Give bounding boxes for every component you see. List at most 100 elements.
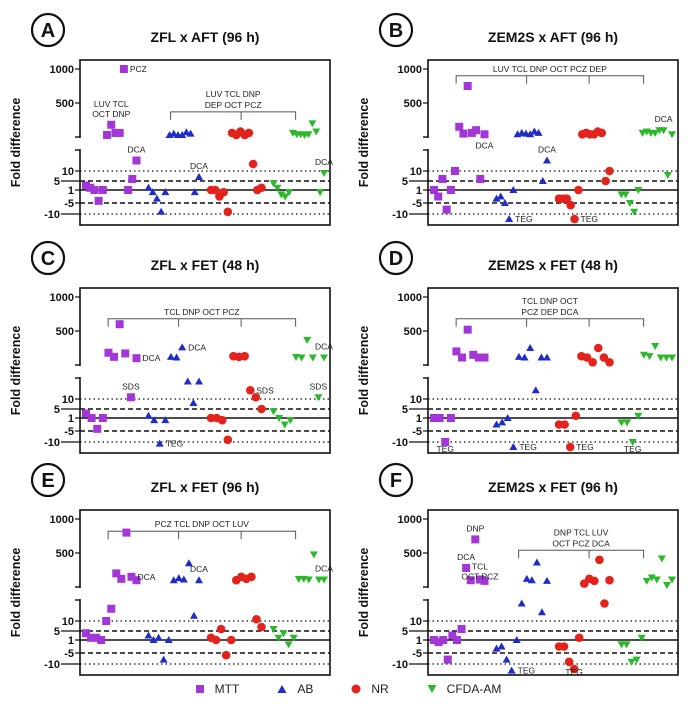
data-point-triangle-up [517, 599, 526, 607]
y-tick-label: -5 [412, 198, 422, 210]
legend-label: CFDA-AM [446, 682, 502, 696]
data-point-triangle-down [628, 439, 637, 446]
data-point-triangle-down [320, 170, 328, 177]
point-annotation-text: DCA [457, 552, 475, 562]
data-point-triangle-down [627, 658, 636, 666]
data-point-circle [590, 576, 599, 586]
data-point-square [430, 414, 438, 422]
point-annotation-text: TEG [565, 667, 582, 677]
legend: MTT AB NR CFDA-AM [0, 676, 696, 702]
data-point-triangle-up [164, 636, 173, 643]
data-point-triangle-down [304, 576, 313, 584]
data-point-triangle-down [284, 641, 293, 649]
data-point-triangle-up [161, 416, 170, 424]
data-point-triangle-up [520, 353, 529, 361]
data-point-triangle-up [492, 420, 501, 428]
panel-letter-circle [378, 462, 414, 498]
data-point-square [126, 393, 135, 402]
data-point-triangle-up [195, 377, 203, 385]
y-tick-label: 10 [410, 166, 422, 178]
data-point-circle [595, 555, 604, 565]
point-annotation-text: OCT DNP [92, 109, 130, 119]
data-point-square [119, 65, 128, 73]
data-point-square [475, 575, 484, 584]
data-point-square [132, 156, 141, 165]
data-point-square [467, 128, 476, 137]
data-point-triangle-down [642, 577, 651, 585]
bracket-line [455, 318, 645, 327]
data-point-square [441, 438, 450, 446]
data-point-triangle-down [663, 172, 672, 179]
data-point-circle [588, 357, 597, 367]
data-point-circle [240, 351, 249, 361]
point-annotation: DCA [315, 157, 333, 167]
data-point-circle [566, 200, 575, 210]
panel-letter: B [389, 20, 403, 42]
data-point-circle [559, 642, 569, 651]
data-point-triangle-up [159, 655, 168, 663]
bracket-line [518, 549, 645, 559]
point-annotation: DNP [466, 523, 484, 533]
data-point-triangle-down [289, 634, 298, 642]
data-point-triangle-down [314, 394, 323, 402]
data-point-square [117, 574, 126, 583]
data-point-triangle-up [189, 611, 198, 619]
point-annotation: TEG [166, 439, 183, 449]
data-point-triangle-up [543, 576, 551, 584]
point-annotation-text: TEG [515, 214, 532, 224]
data-point-triangle-up [152, 194, 161, 202]
data-point-square [435, 414, 444, 422]
data-point-triangle-up [509, 443, 518, 450]
data-point-triangle-down [269, 408, 278, 416]
data-point-square [438, 175, 447, 183]
point-annotation: TEG [436, 444, 453, 454]
legend-item-mtt: MTT [195, 682, 239, 696]
data-point-circle [597, 128, 607, 138]
data-point-triangle-up [183, 377, 192, 385]
data-point-square [474, 353, 483, 362]
chart-title: ZFL x AFT (96 h) [151, 29, 260, 45]
y-tick-label: 1 [68, 185, 74, 197]
data-point-triangle-up [522, 574, 531, 582]
point-annotation: DCA [128, 145, 146, 155]
data-point-square [443, 655, 452, 664]
y-tick-label: 1000 [398, 292, 422, 304]
legend-item-ab: AB [277, 682, 313, 696]
y-tick-label: 10 [62, 616, 74, 628]
data-point-triangle-up [166, 352, 175, 360]
axis-break-gap [426, 588, 430, 599]
data-point-square [452, 347, 461, 356]
data-point-circle [223, 207, 233, 217]
data-point-square [98, 414, 107, 422]
panel-letter-circle [378, 240, 414, 276]
data-point-square [110, 352, 119, 361]
point-annotation-text: TEG [576, 442, 593, 452]
data-point-square [87, 633, 96, 642]
data-point-square [128, 175, 137, 183]
data-point-triangle-up [155, 439, 164, 447]
data-point-triangle-up [154, 633, 163, 641]
point-annotation: TEG [581, 214, 598, 224]
data-point-square [94, 196, 103, 205]
data-point-triangle-down [668, 131, 676, 139]
data-point-circle [599, 353, 609, 362]
data-point-circle [211, 635, 221, 645]
point-annotation: TEG [515, 214, 532, 224]
data-point-triangle-up [148, 188, 157, 196]
data-point-triangle-down [303, 336, 312, 344]
circle-marker-icon [351, 684, 361, 694]
data-point-square [127, 572, 136, 581]
point-annotation-text: DCA [128, 145, 146, 155]
data-point-square [434, 638, 443, 647]
data-point-square [92, 633, 101, 642]
point-annotation-text: DCA [538, 145, 556, 155]
data-point-triangle-down [617, 419, 626, 427]
y-tick-label: -10 [392, 659, 408, 671]
data-point-triangle-down [308, 354, 317, 362]
point-annotation-text: DCA [315, 342, 333, 352]
data-point-circle [560, 420, 569, 429]
panel-letter-circle [30, 12, 66, 48]
data-point-triangle-up [514, 352, 523, 360]
data-point-circle [564, 657, 574, 667]
y-tick-label: 500 [404, 326, 422, 338]
